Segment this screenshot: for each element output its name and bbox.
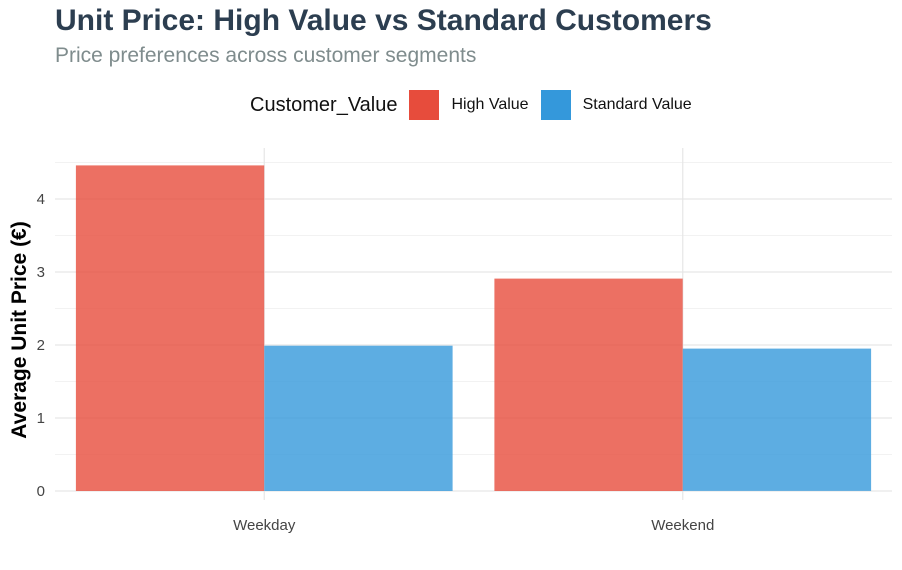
x-tick-label-weekday: Weekday <box>233 517 296 534</box>
legend-title: Customer_Value <box>250 93 398 116</box>
bar-high-value-weekday <box>75 165 265 491</box>
legend-item-high-value: High Value <box>409 90 529 120</box>
legend-label-high-value: High Value <box>451 96 529 113</box>
y-tick-label: 3 <box>37 264 45 281</box>
chart-title: Unit Price: High Value vs Standard Custo… <box>55 4 712 37</box>
bar-standard-value-weekend <box>682 348 872 491</box>
y-tick-label: 0 <box>37 483 45 500</box>
bar-high-value-weekend <box>494 278 683 491</box>
legend-key-high-value <box>409 90 440 120</box>
legend: Customer_Value High Value Standard Value <box>250 90 704 120</box>
y-tick-label: 1 <box>37 410 45 427</box>
y-tick-label: 4 <box>37 191 45 208</box>
y-axis-title: Average Unit Price (€) <box>8 221 31 438</box>
y-axis-ticks: 0 1 2 3 4 <box>37 191 45 500</box>
legend-key-standard-value <box>540 90 571 120</box>
bar-standard-value-weekday <box>264 345 453 491</box>
x-tick-label-weekend: Weekend <box>651 517 714 534</box>
y-tick-label: 2 <box>37 337 45 354</box>
legend-label-standard-value: Standard Value <box>582 96 692 113</box>
legend-item-standard-value: Standard Value <box>540 90 692 120</box>
bars <box>75 165 872 491</box>
x-axis-ticks: Weekday Weekend <box>233 517 714 534</box>
chart-subtitle: Price preferences across customer segmen… <box>55 44 477 67</box>
